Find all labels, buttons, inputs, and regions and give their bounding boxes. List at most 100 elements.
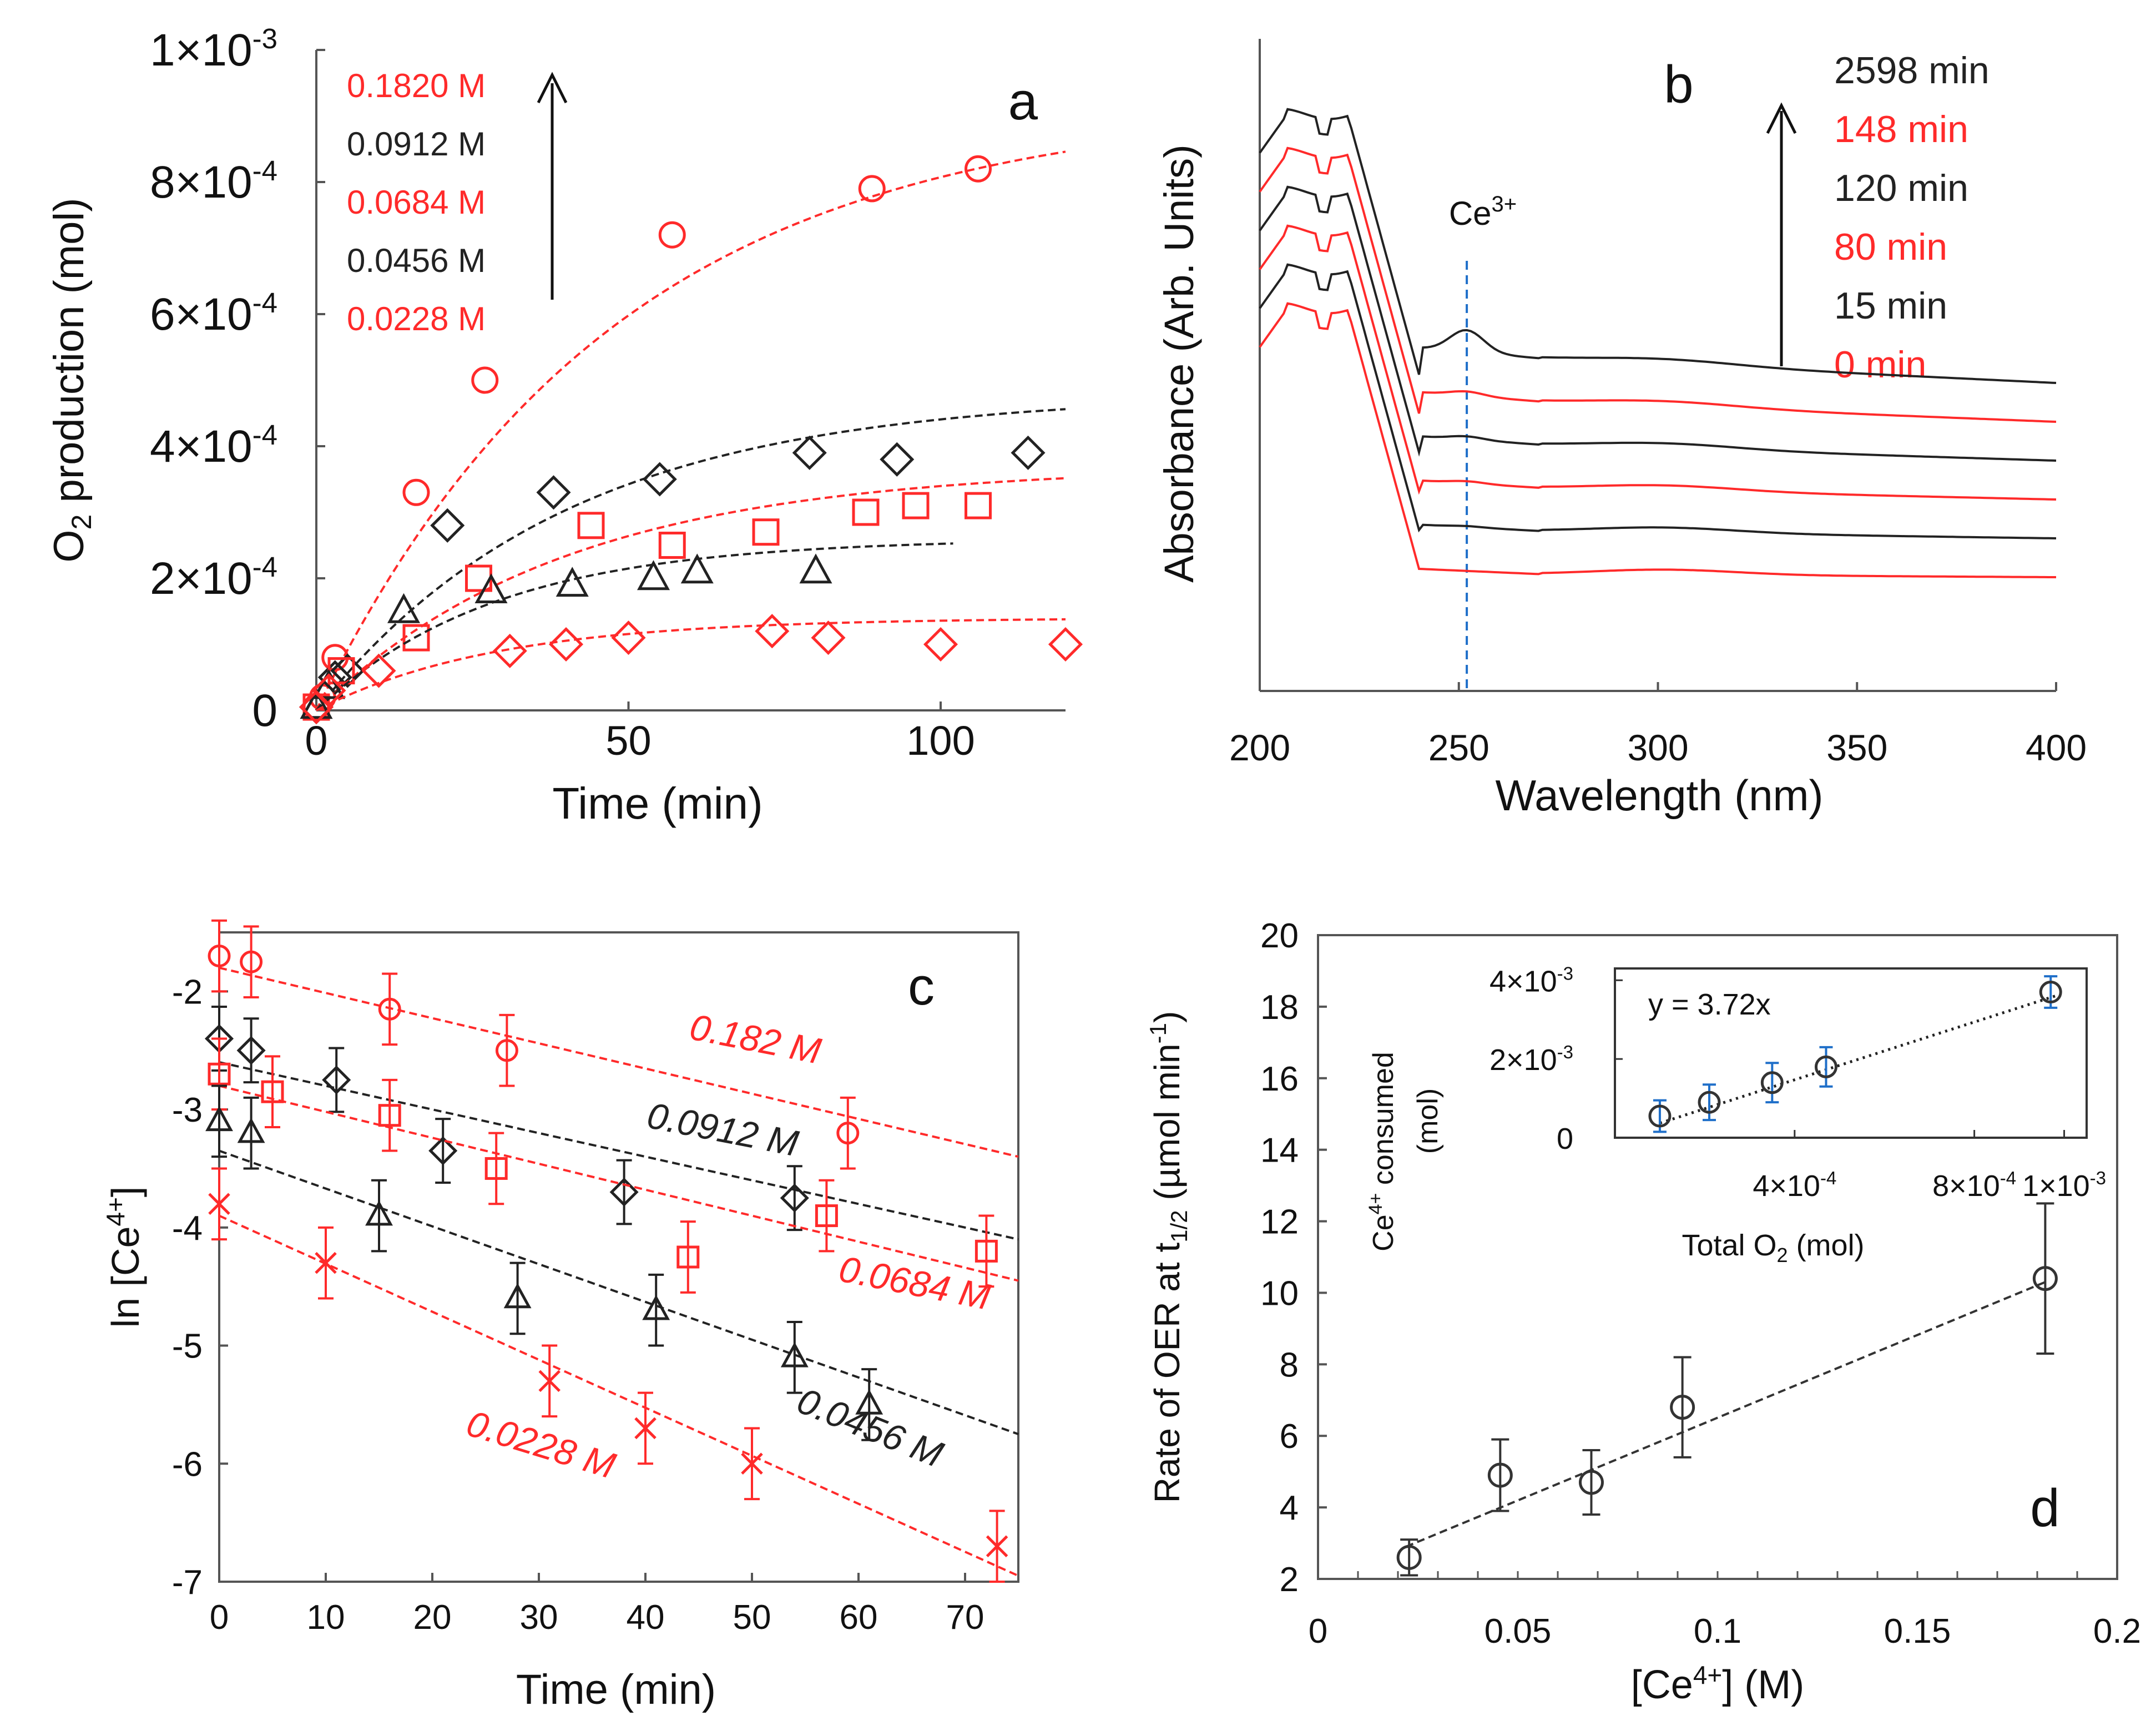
panel-b-spectrum: [1259, 263, 2057, 539]
panel-b-ce3-annotation: Ce3+: [1449, 192, 1517, 232]
panel-c-point: [208, 1062, 231, 1086]
panel-b-ce3-sup: 3+: [1492, 192, 1517, 216]
panel-a-legend-entry: 0.0912 M: [347, 125, 486, 163]
panel-d-x-ticks: 0 0.05 0.1 0.15 0.2: [1309, 1571, 2141, 1651]
panel-c-point: [484, 1157, 508, 1180]
panel-d-xtick-label: 0.2: [2093, 1612, 2141, 1651]
panel-c-point: [975, 1239, 998, 1263]
panel-a-ytick-label: 0: [252, 685, 277, 736]
panel-c-point: [208, 945, 231, 968]
panel-c-point: [378, 997, 401, 1021]
panel-d-ytick-label: 12: [1260, 1203, 1299, 1241]
panel-b-plot: [1259, 108, 2057, 691]
panel-b-spectrum: [1259, 224, 2057, 501]
panel-a-point: [852, 498, 880, 526]
panel-a-ytick-label: 1×10-3: [150, 23, 277, 75]
panel-c-point: [741, 1452, 763, 1475]
panel-d-point: [1487, 1462, 1513, 1488]
panel-b-x-ticks: 200 250 300 350 400: [1229, 682, 2087, 768]
panel-a-fit-line: [316, 618, 1066, 711]
panel-c-point: [986, 1535, 1008, 1557]
panel-a-x-ticks: 0 50 100: [305, 701, 975, 764]
panel-c-x-ticks: 0 10 20 30 40 50 60 70: [210, 1573, 984, 1637]
panel-a-point: [752, 518, 780, 546]
panel-a-ylabel-o: O: [46, 529, 93, 562]
panel-a-plot: [299, 150, 1083, 725]
panel-d-x-axis-label: [Ce4+] (M): [1631, 1661, 1804, 1707]
panel-b-ce3-text: Ce: [1449, 195, 1492, 232]
panel-c-point: [365, 1200, 393, 1226]
panel-c-fit-line: [219, 966, 1019, 1158]
panel-c-fit-line: [219, 1149, 1019, 1435]
panel-a-point: [471, 366, 499, 394]
panel-a-point: [965, 492, 992, 519]
panel-a-point: [361, 653, 396, 688]
panel-c-point: [609, 1177, 639, 1207]
panel-a-point: [492, 633, 527, 668]
panel-d-xlabel-sup: 4+: [1693, 1661, 1722, 1689]
panel-b-x-axis-label: Wavelength (nm): [1496, 771, 1824, 820]
panel-d-ylabel-text: Rate of OER at t: [1147, 1243, 1187, 1503]
panel-a-point: [402, 478, 430, 506]
panel-b-legend-entry: 2598 min: [1834, 49, 1990, 92]
panel-a-y-ticks: 02×10-44×10-46×10-48×10-41×10-3: [150, 23, 325, 736]
panel-c-point: [261, 1080, 284, 1103]
panel-a-x-axis-label: Time (min): [552, 779, 763, 828]
panel-a-fit-line: [315, 477, 1066, 711]
panel-c-ylabel-sup: 4+: [101, 1197, 130, 1226]
panel-d-inset-point: [1814, 1055, 1837, 1078]
panel-a-ytick-label: 6×10-4: [150, 287, 277, 340]
panel-a-point: [474, 573, 508, 603]
panel-c-xtick-label: 30: [520, 1598, 558, 1637]
panel-a-legend-entry: 0.0684 M: [347, 184, 486, 221]
panel-d-ylabel-mid: (µmol min: [1147, 1043, 1187, 1210]
panel-c-point: [780, 1183, 809, 1213]
panel-c-xtick-label: 10: [307, 1598, 345, 1637]
panel-a-ytick-label-mantissa: 1×10: [150, 25, 253, 75]
panel-a-point: [642, 462, 677, 497]
panel-b-xtick-label: 350: [1826, 727, 1887, 768]
panel-a-point: [577, 512, 605, 539]
panel-a-ytick-label-text: 0: [252, 685, 277, 736]
panel-a-xtick-label: 100: [906, 718, 975, 764]
panel-c-point: [780, 1342, 809, 1367]
panel-b-legend-entry: 0 min: [1834, 344, 1926, 386]
panel-a-point: [536, 475, 571, 510]
panel-a-point: [300, 689, 333, 719]
panel-a-legend-arrowhead: [537, 72, 568, 104]
panel-c-ytick-label: -7: [172, 1563, 203, 1602]
panel-d-inset-xtick-label-exp: -4: [2000, 1168, 2016, 1188]
panel-b-legend-entry: 120 min: [1834, 167, 1968, 209]
panel-c-point: [634, 1417, 657, 1440]
panel-d-xtick-label: 0.05: [1485, 1612, 1552, 1651]
panel-c-point: [378, 1104, 401, 1127]
panel-a-point: [658, 221, 686, 249]
panel-d-ytick-label: 20: [1260, 917, 1299, 955]
panel-b-xtick-label: 250: [1428, 727, 1489, 768]
panel-a-point: [902, 492, 930, 519]
panel-d-inset-point: [2039, 981, 2062, 1004]
panel-c-xtick-label: 50: [733, 1598, 771, 1637]
panel-a-point: [330, 653, 365, 688]
panel-d-inset-ytick-label-mantissa: 4×10: [1489, 965, 1557, 998]
panel-d-inset-equation: y = 3.72x: [1648, 988, 1771, 1021]
panel-a-point: [311, 673, 346, 708]
panel-a-point: [1048, 627, 1083, 662]
panel-d-inset-xtick-label-mantissa: 8×10: [1932, 1169, 2000, 1203]
panel-d-point: [1578, 1470, 1604, 1495]
panel-c-point: [642, 1295, 670, 1320]
panel-c-ytick-label: -6: [172, 1445, 203, 1483]
panel-a-legend-entry: 0.1820 M: [347, 67, 486, 104]
panel-a-fit-line: [315, 408, 1066, 711]
panel-d-point: [1670, 1395, 1695, 1420]
panel-b-legend: 2598 min 148 min 120 min 80 min 15 min 0 min: [1834, 49, 1990, 386]
panel-a-point: [811, 620, 846, 655]
panel-c-xtick-label: 20: [413, 1598, 452, 1637]
panel-d-inset-point: [1760, 1071, 1784, 1094]
panel-b-label: b: [1664, 55, 1693, 114]
panel-a-point: [1011, 435, 1046, 470]
panel-c-point: [240, 950, 263, 973]
panel-b-legend-arrowhead: [1766, 102, 1797, 134]
panel-c-point: [208, 1193, 230, 1215]
